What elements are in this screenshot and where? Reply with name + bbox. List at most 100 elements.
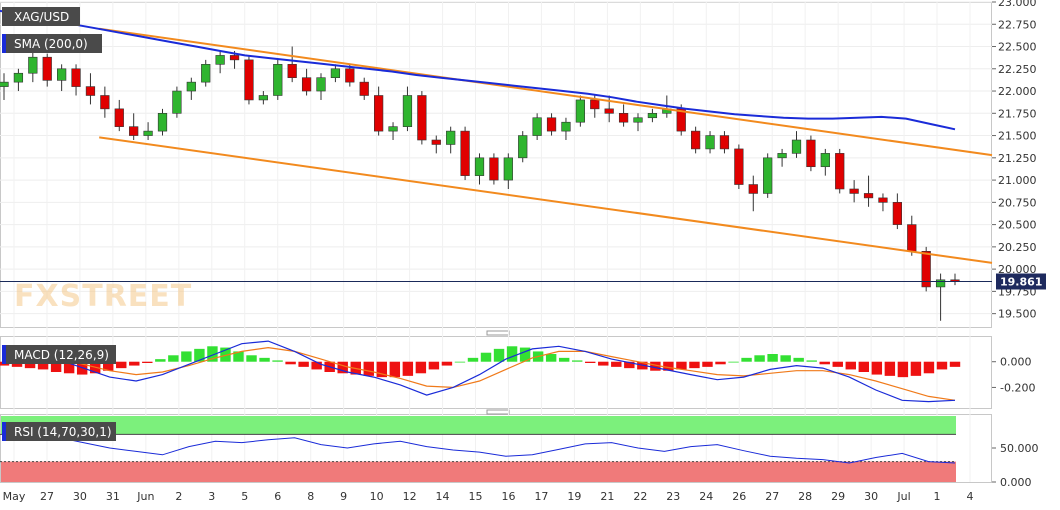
price-tick-label: 21.250: [998, 152, 1037, 165]
macd-tick-label: 0.000: [1000, 356, 1032, 369]
price-tick-label: 22.750: [998, 18, 1037, 31]
time-tick-label: 8: [307, 490, 314, 503]
macd-histogram-bar: [428, 361, 440, 370]
macd-histogram-bar: [50, 361, 62, 372]
time-tick-label: 10: [370, 490, 384, 503]
rsi-line: [3, 432, 956, 464]
macd-histogram-bar: [63, 361, 75, 374]
candle-body: [546, 117, 557, 132]
candle-body: [330, 68, 341, 78]
time-tick-label: 27: [765, 490, 779, 503]
candle-body: [374, 95, 384, 132]
macd-histogram-bar: [402, 361, 414, 376]
time-tick-label: 6: [274, 490, 281, 503]
macd-histogram-bar: [910, 361, 922, 376]
time-tick-label: 22: [633, 490, 647, 503]
candle-body: [590, 99, 600, 110]
time-tick-label: Jul: [896, 490, 910, 503]
macd-histogram-bar: [311, 361, 322, 370]
candle-body: [345, 68, 355, 83]
indicator-labels: XAG/USD SMA (200,0) MACD (12,26,9) RSI (14,…: [2, 7, 116, 441]
price-tick-label: 22.250: [998, 63, 1037, 76]
channel-upper-line: [99, 27, 993, 157]
panel-resize-handle: [486, 409, 510, 415]
candle-body: [892, 202, 902, 225]
macd-histogram-bar: [259, 357, 270, 362]
candle-body: [748, 184, 758, 194]
rsi-tick-label: 0.000: [1000, 476, 1032, 489]
candle-body: [633, 117, 643, 123]
macd-label-color-bar: [2, 345, 6, 364]
macd-histogram-bar: [923, 361, 935, 374]
time-tick-label: 17: [534, 490, 548, 503]
macd-histogram-bar: [116, 361, 127, 369]
candle-body: [431, 139, 441, 145]
candle-body: [763, 157, 773, 194]
candle-body: [561, 121, 571, 132]
candle-body: [921, 251, 931, 288]
fxstreet-watermark: FXSTREET: [14, 279, 192, 314]
candle-body: [301, 77, 312, 92]
candle-body: [129, 126, 139, 136]
macd-panel: [0, 340, 961, 403]
candle-body: [604, 108, 614, 114]
macd-histogram-bar: [103, 361, 114, 371]
candle-body: [215, 55, 225, 65]
candle-body: [13, 72, 24, 83]
macd-histogram-bar: [298, 361, 309, 367]
macd-histogram-bar: [767, 354, 778, 362]
macd-histogram-bar: [480, 352, 492, 362]
candle-body: [705, 135, 715, 150]
candle-body: [143, 130, 153, 136]
macd-histogram-bar: [285, 361, 296, 365]
candle-body: [820, 153, 830, 168]
time-tick-label: 15: [469, 490, 483, 503]
candle-body: [518, 135, 528, 159]
macd-histogram-bar: [181, 351, 192, 362]
panel-resize-handle: [486, 330, 510, 336]
sma-200-line: [0, 9, 956, 131]
macd-histogram-bar: [11, 361, 23, 367]
macd-histogram-bar: [246, 355, 257, 362]
candle-body: [244, 59, 254, 101]
price-tick-label: 20.250: [998, 241, 1037, 254]
candle-body: [100, 95, 110, 110]
macd-histogram-bar: [715, 361, 726, 365]
macd-histogram-bar: [506, 346, 518, 362]
macd-histogram-bar: [780, 355, 791, 362]
macd-histogram-bar: [598, 361, 609, 366]
candle-body: [157, 113, 168, 132]
time-tick-label: 4: [967, 490, 974, 503]
candle-body: [172, 90, 182, 114]
rsi-panel: [0, 416, 956, 482]
symbol-label: XAG/USD: [14, 10, 69, 24]
candle-body: [734, 148, 744, 185]
macd-histogram-bar: [884, 361, 896, 376]
candle-body: [316, 77, 326, 92]
time-tick-label: May: [3, 490, 26, 503]
macd-histogram-bar: [155, 359, 166, 362]
price-tick-label: 20.000: [998, 263, 1037, 276]
candle-body: [863, 193, 874, 199]
sma-label-color-bar: [2, 34, 6, 53]
candle-body: [287, 64, 297, 78]
candle-body: [532, 117, 542, 136]
candle-body: [417, 95, 427, 141]
macd-histogram-bar: [702, 361, 713, 367]
rsi-label: RSI (14,70,30,1): [14, 425, 112, 439]
macd-histogram-bar: [272, 360, 283, 362]
price-tick-label: 21.500: [998, 130, 1037, 143]
candle-body: [273, 64, 283, 96]
rsi-oversold-zone: [1, 461, 956, 482]
sma-label-box: [2, 34, 102, 53]
macd-histogram-bar: [650, 361, 661, 371]
price-tick-label: 20.500: [998, 219, 1037, 232]
time-tick-label: 19: [567, 490, 581, 503]
candle-body: [229, 55, 240, 61]
macd-histogram-bar: [220, 347, 231, 362]
time-tick-label: 14: [436, 490, 450, 503]
macd-histogram-bar: [441, 361, 453, 366]
macd-histogram-bar: [168, 355, 179, 362]
macd-histogram-bar: [741, 357, 752, 362]
